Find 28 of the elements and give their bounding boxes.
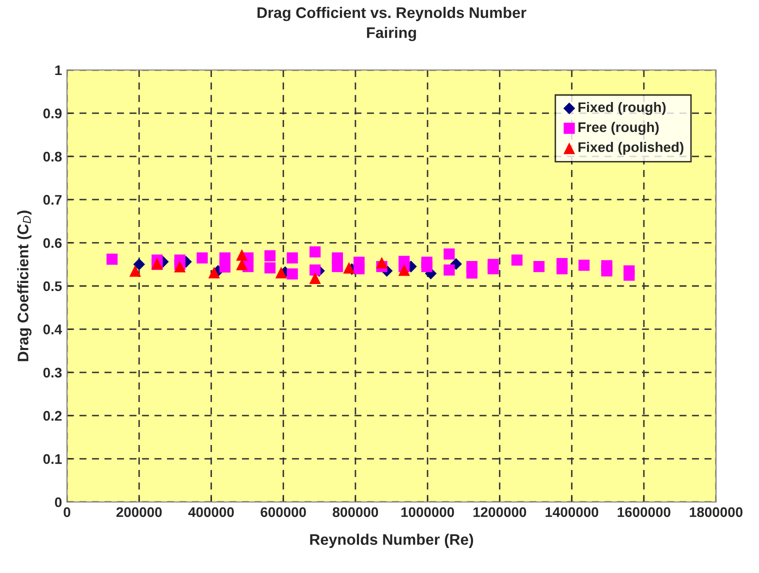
x-tick-label: 600000 [260,507,306,518]
legend-label: Free (rough) [578,122,659,135]
x-tick-label: 400000 [188,507,234,518]
x-tick-label: 1200000 [474,507,526,518]
y-tick-label: 0.6 [43,238,62,248]
x-tick-label: 1800000 [690,507,742,518]
y-tick-label: 0.9 [43,108,62,118]
y-tick-label: 0 [54,497,62,508]
x-tick-label: 800000 [332,507,378,518]
y-tick-label: 0.2 [43,410,62,421]
y-tick-label: 0.1 [43,454,62,464]
x-tick-label: 1400000 [546,507,598,518]
x-tick-label: 1000000 [401,507,454,518]
y-tick-label: 0.8 [43,152,62,162]
y-tick-label: 0.3 [43,368,62,378]
y-tick-label: 1 [55,65,62,76]
x-tick-label: 1600000 [618,507,670,518]
y-tick-label: 0.7 [43,194,62,205]
legend-label: Fixed (rough) [578,102,666,115]
y-axis-title: Drag Coefficient (C$_{D}$) [17,210,32,362]
x-axis-title: Reynolds Number (Re) [310,534,474,548]
x-tick-label: 200000 [116,507,162,518]
y-tick-label: 0.4 [43,324,62,334]
y-tick-label: 0.5 [43,281,62,292]
chart-title: Drag Cofficient vs. Reynolds Number [258,6,526,22]
legend-label: Fixed (polished) [578,142,684,155]
x-tick-label: 0 [64,507,70,518]
chart-subtitle: Fairing [367,26,416,42]
